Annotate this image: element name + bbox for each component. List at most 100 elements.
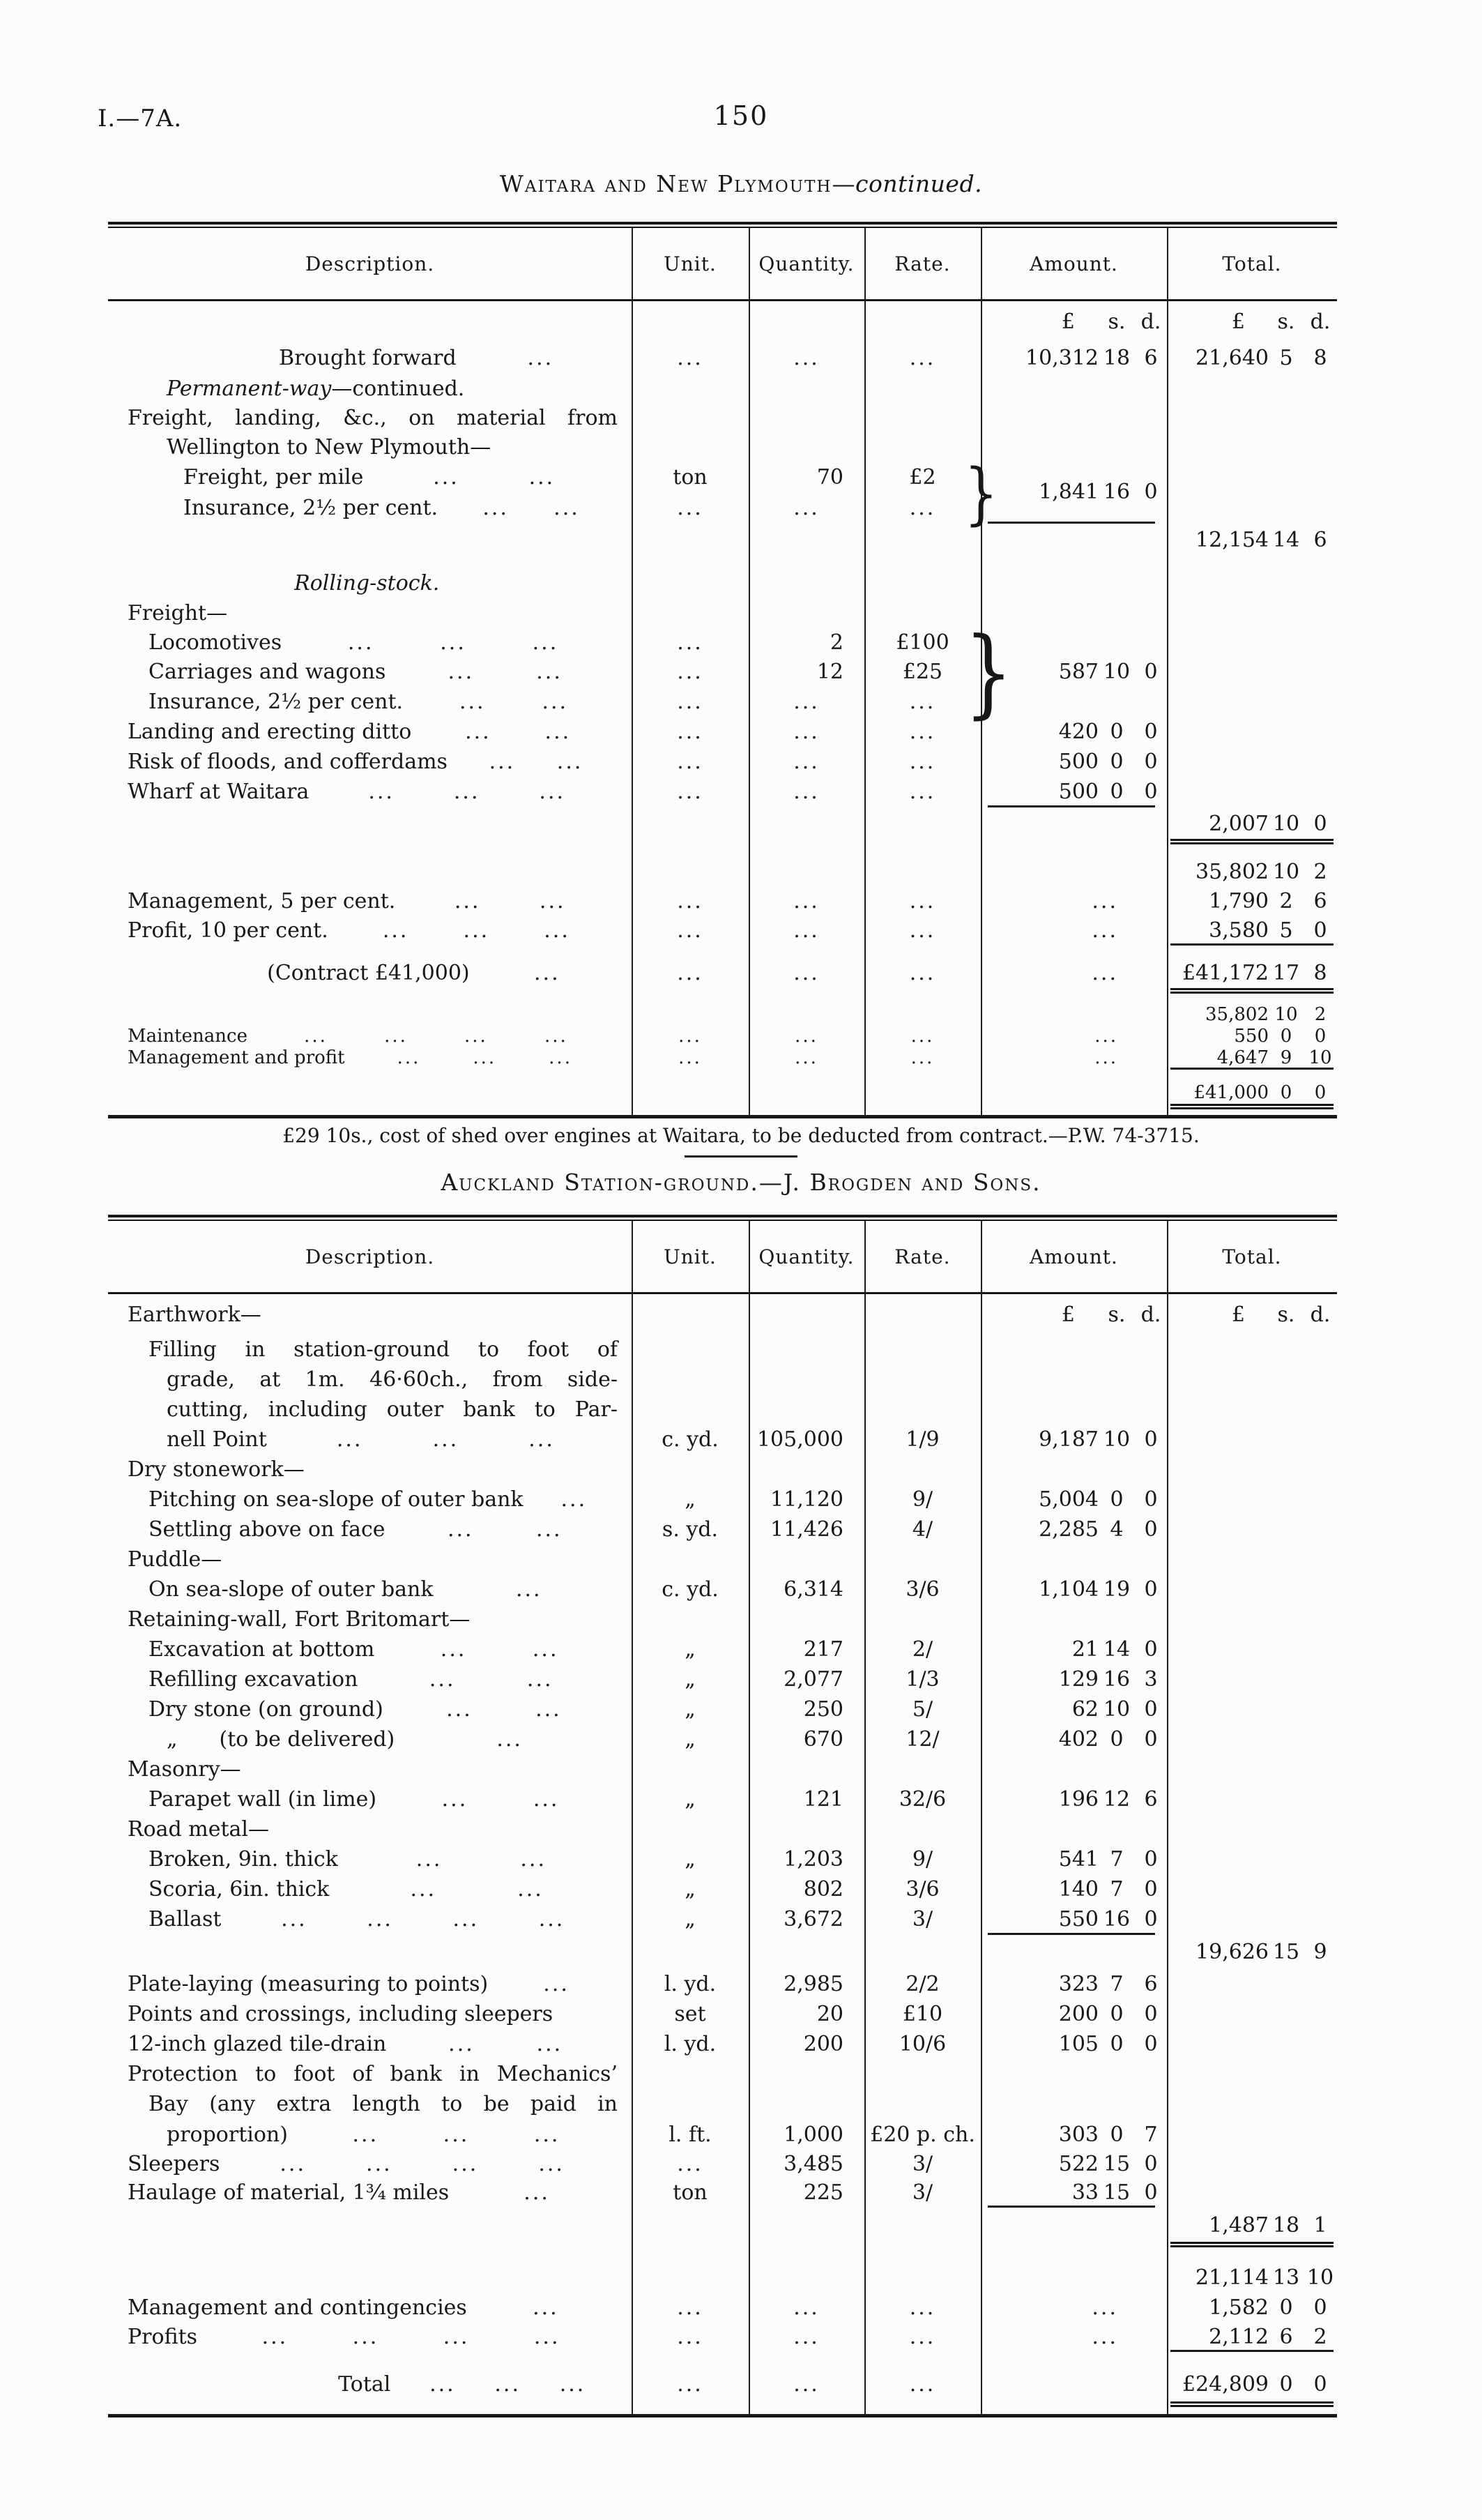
dot-group: ... — [336, 1427, 363, 1452]
pence-value: 10 — [1306, 2265, 1334, 2290]
column-header: Quantity. — [758, 252, 855, 275]
unit-cell — [632, 598, 749, 628]
description-italic: Permanent-way — [167, 376, 332, 401]
description-cell: Total......... — [108, 2365, 632, 2403]
quantity-cell — [749, 2351, 864, 2365]
table-row: proportion)......... l. ft. 1,000 £20 p. ch… — [108, 2119, 1337, 2150]
description-text: grade, at 1m. 46·60ch., from side- — [167, 1367, 618, 1392]
quantity-cell: 121 — [749, 1784, 864, 1814]
total-cell — [1167, 462, 1337, 492]
dot-group: ... — [532, 630, 559, 655]
table-row: Management, 5 per cent..................… — [108, 886, 1337, 916]
pounds-value: 587 — [1058, 659, 1099, 684]
table-row: Freight— — [108, 598, 1337, 628]
pounds-value: 10,312 — [1025, 345, 1099, 370]
description-text: Wharf at Waitara — [128, 780, 310, 804]
total-cell — [1167, 1904, 1337, 1934]
table-top-border — [108, 222, 1337, 228]
money-value: 1,104 19 0 — [981, 1577, 1167, 1602]
pounds-value: £41,172 — [1182, 960, 1269, 985]
total-cell: £ s. d. — [1167, 301, 1337, 342]
pounds-value: 21,640 — [1195, 345, 1269, 370]
shillings-value: 13 — [1272, 2265, 1300, 2290]
description-cell: Parapet wall (in lime)...... — [108, 1784, 632, 1814]
leader-dots: ......... — [282, 630, 625, 655]
quantity-cell: 6,314 — [749, 1574, 864, 1604]
description-cell: Management and contingencies... — [108, 2293, 632, 2323]
description-cell — [108, 989, 632, 1003]
rate-cell: £2 — [864, 462, 981, 492]
column-divider — [981, 1221, 982, 2417]
amount-cell: ... — [981, 886, 1167, 916]
dot-group: ... — [352, 2122, 379, 2147]
amount-cell: 10,312 18 6 — [981, 342, 1167, 374]
quantity-cell — [749, 989, 864, 1003]
description-text: Sleepers — [128, 2152, 220, 2176]
currency-header: £ s. d. — [981, 1303, 1167, 1327]
unit-cell: ... — [632, 1047, 749, 1069]
table-row: Management and contingencies............… — [108, 2293, 1337, 2323]
dot-group: ... — [538, 2152, 565, 2176]
dot-group: ... — [446, 1697, 473, 1722]
pounds-value: 35,802 — [1195, 859, 1269, 884]
rate-cell: 10/6 — [864, 2029, 981, 2059]
unit-cell-text: ... — [677, 2325, 703, 2349]
amount-cell: 500 0 0 — [981, 747, 1167, 777]
description-text: Masonry— — [128, 1757, 241, 1782]
dot-group: ... — [536, 2032, 563, 2056]
table-row: Filling in station-ground to foot of — [108, 1335, 1337, 1365]
pence-value: 0 — [1144, 1877, 1158, 1902]
quantity-cell-text: ... — [795, 1026, 818, 1047]
shillings-value: 10 — [1103, 1427, 1131, 1452]
unit-cell — [632, 989, 749, 1003]
unit-cell: ... — [632, 956, 749, 989]
shillings-value: 0 — [1110, 1487, 1124, 1512]
description-cell — [108, 2263, 632, 2293]
amount-cell: ... — [981, 916, 1167, 945]
quantity-cell-text: ... — [793, 495, 820, 520]
unit-cell-text: c. yd. — [662, 1427, 719, 1452]
rate-cell — [864, 807, 981, 840]
rate-cell: ... — [864, 342, 981, 374]
rate-cell — [864, 2403, 981, 2414]
quantity-cell — [749, 523, 864, 556]
quantity-cell: 2 — [749, 628, 864, 657]
rate-cell-text: ... — [909, 2325, 936, 2349]
shillings-value: 0 — [1110, 2002, 1124, 2026]
money-value: 1,790 2 6 — [1167, 889, 1337, 913]
dot-group: ... — [429, 1667, 456, 1692]
table-row: Retaining-wall, Fort Britomart— — [108, 1604, 1337, 1634]
amount-cell: 129 16 3 — [981, 1664, 1167, 1694]
column-header: Total. — [1222, 1245, 1282, 1268]
quantity-cell: 670 — [749, 1724, 864, 1754]
table-row: 12-inch glazed tile-drain...... l. yd. 200… — [108, 2029, 1337, 2059]
unit-cell — [632, 857, 749, 886]
pence-value: 0 — [1144, 2180, 1158, 2205]
leader-dots: ...... — [386, 2032, 625, 2056]
description-text: nell Point — [167, 1427, 267, 1452]
unit-cell-text: ... — [677, 720, 703, 744]
table-header-row: Description. Unit. Quantity. Rate. Amount. To… — [108, 1221, 1337, 1294]
table-row: Sleepers............... 3,485 3/522 15 0 — [108, 2150, 1337, 2178]
money-value: 541 7 0 — [981, 1847, 1167, 1872]
dot-group: ... — [473, 1047, 497, 1068]
rate-cell — [864, 1294, 981, 1335]
total-cell — [1167, 1574, 1337, 1604]
pence-value: 2 — [1313, 2325, 1327, 2349]
unit-cell-text: „ — [685, 1487, 696, 1512]
quantity-cell: ... — [749, 2323, 864, 2351]
column-divider — [1167, 1221, 1168, 2417]
amount-cell: 402 0 0 — [981, 1724, 1167, 1754]
quantity-cell: ... — [749, 777, 864, 807]
table-row: On sea-slope of outer bank... c. yd. 6,314… — [108, 1574, 1337, 1604]
leader-dots: ...... — [358, 1667, 625, 1692]
total-column-rule — [1170, 988, 1334, 994]
amount-cell — [981, 989, 1167, 1003]
quantity-cell — [749, 2059, 864, 2089]
rate-cell-text: £25 — [902, 659, 943, 684]
dot-group: ... — [559, 2371, 586, 2397]
pence-value: 0 — [1313, 2371, 1327, 2397]
unit-cell: ... — [632, 717, 749, 747]
total-cell — [1167, 2119, 1337, 2150]
table-row: Parapet wall (in lime)...... „ 121 32/6 196 1… — [108, 1784, 1337, 1814]
